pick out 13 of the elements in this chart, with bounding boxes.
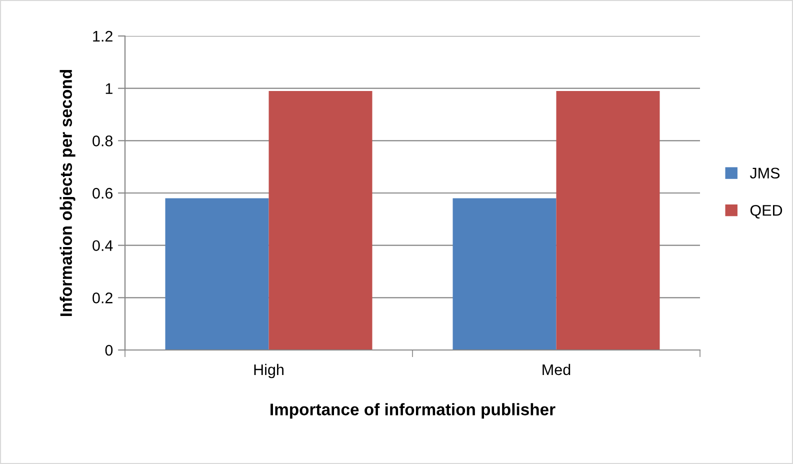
y-tick-label: 0.6 <box>92 188 113 199</box>
y-tick-label: 0.8 <box>92 136 113 146</box>
legend-label: QED <box>750 204 782 218</box>
x-axis-title: Importance of information publisher <box>270 403 556 419</box>
x-tick-label: High <box>254 364 284 378</box>
y-tick-label: 0.4 <box>92 240 113 252</box>
y-tick-label: 1.2 <box>93 30 112 42</box>
y-tick-label: 0.2 <box>92 292 112 304</box>
x-tick-label: Med <box>542 364 570 376</box>
y-axis-title: Information objects per second <box>60 70 76 316</box>
y-tick-label: 1 <box>106 83 112 94</box>
legend-label: JMS <box>750 168 780 179</box>
y-tick-label: 0 <box>105 344 113 356</box>
